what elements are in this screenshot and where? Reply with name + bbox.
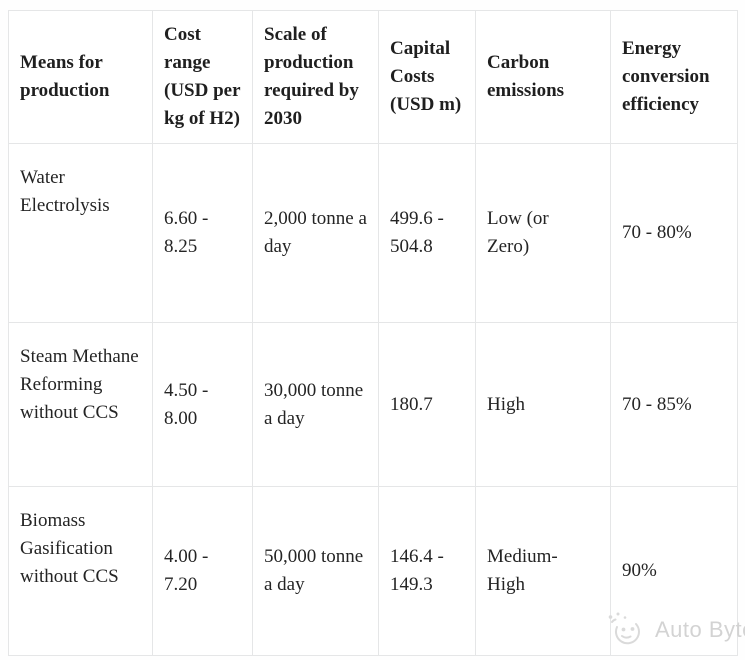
column-header-energy-conversion-efficiency: Energy conversion efficiency	[610, 10, 738, 144]
cell-r1-carbon-emissions: Low (or Zero)	[475, 143, 611, 323]
cell-r3-cost-range: 4.00 - 7.20	[152, 486, 253, 656]
cell-r1-scale: 2,000 tonne a day	[252, 143, 379, 323]
cell-r2-capital-costs: 180.7	[378, 322, 476, 487]
column-header-capital-costs: Capital Costs (USD m)	[378, 10, 476, 144]
table-body: Water Electrolysis 6.60 - 8.25 2,000 ton…	[8, 143, 738, 656]
cell-r2-cost-range: 4.50 - 8.00	[152, 322, 253, 487]
cell-r1-cost-range: 6.60 - 8.25	[152, 143, 253, 323]
cell-r1-means: Water Electrolysis	[8, 143, 153, 323]
column-header-carbon-emissions: Carbon emissions	[475, 10, 611, 144]
cell-r2-carbon-emissions: High	[475, 322, 611, 487]
hydrogen-production-table: Means for production Cost range (USD per…	[8, 10, 738, 656]
cell-r2-scale: 30,000 tonne a day	[252, 322, 379, 487]
cell-r3-carbon-emissions: Medium- High	[475, 486, 611, 656]
header-row: Means for production Cost range (USD per…	[8, 10, 738, 144]
cell-r3-capital-costs: 146.4 - 149.3	[378, 486, 476, 656]
cell-r3-means: Biomass Gasification without CCS	[8, 486, 153, 656]
cell-r1-efficiency: 70 - 80%	[610, 143, 738, 323]
column-header-scale-of-production: Scale of production required by 2030	[252, 10, 379, 144]
cell-r3-efficiency: 90%	[610, 486, 738, 656]
table-row-biomass-gasification: Biomass Gasification without CCS 4.00 - …	[8, 486, 738, 656]
table-header: Means for production Cost range (USD per…	[8, 10, 738, 144]
cell-r2-means: Steam Methane Reforming without CCS	[8, 322, 153, 487]
cell-r2-efficiency: 70 - 85%	[610, 322, 738, 487]
column-header-means-for-production: Means for production	[8, 10, 153, 144]
column-header-cost-range: Cost range (USD per kg of H2)	[152, 10, 253, 144]
table-row-water-electrolysis: Water Electrolysis 6.60 - 8.25 2,000 ton…	[8, 143, 738, 323]
cell-r1-capital-costs: 499.6 - 504.8	[378, 143, 476, 323]
cell-r3-scale: 50,000 tonne a day	[252, 486, 379, 656]
table-row-steam-methane-reforming: Steam Methane Reforming without CCS 4.50…	[8, 322, 738, 487]
